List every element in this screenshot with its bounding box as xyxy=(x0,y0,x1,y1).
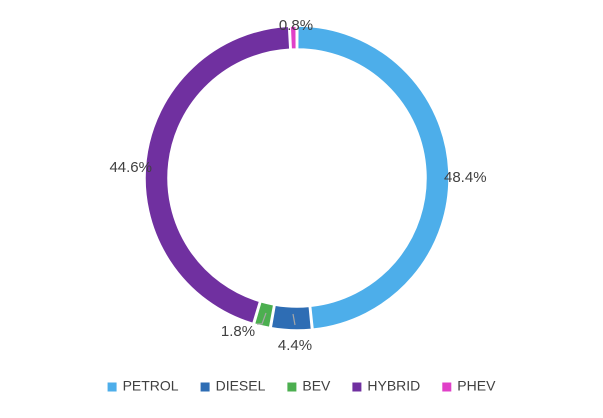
data-label-phev: 0.8% xyxy=(279,17,313,34)
legend-item-hybrid: HYBRID xyxy=(352,378,420,394)
data-label-bev: 1.8% xyxy=(221,323,255,340)
data-label-hybrid: 44.6% xyxy=(109,159,152,176)
legend-label-hybrid: HYBRID xyxy=(367,378,420,394)
legend-item-bev: BEV xyxy=(287,378,331,394)
legend-label-petrol: PETROL xyxy=(123,378,179,394)
legend-item-diesel: DIESEL xyxy=(200,378,266,394)
slice-phev xyxy=(289,25,298,50)
legend-swatch-petrol xyxy=(107,382,117,392)
data-label-diesel: 4.4% xyxy=(278,337,312,354)
legend-label-diesel: DIESEL xyxy=(216,378,266,394)
slice-petrol xyxy=(296,25,450,330)
legend-label-bev: BEV xyxy=(302,378,331,394)
legend-swatch-diesel xyxy=(200,382,210,392)
legend-item-phev: PHEV xyxy=(442,378,496,394)
slices-layer xyxy=(144,25,450,331)
legend-item-petrol: PETROL xyxy=(107,378,179,394)
slice-bev xyxy=(253,300,275,329)
slice-hybrid xyxy=(144,25,291,325)
leader-line-diesel xyxy=(292,313,296,326)
leader-lines-layer xyxy=(257,312,296,326)
legend-swatch-bev xyxy=(287,382,297,392)
data-label-petrol: 48.4% xyxy=(444,169,487,186)
legend-swatch-hybrid xyxy=(352,382,362,392)
legend-label-phev: PHEV xyxy=(457,378,496,394)
legend-swatch-phev xyxy=(442,382,452,392)
leader-line-bev xyxy=(257,312,267,325)
legend: PETROL DIESEL BEV HYBRID PHEV xyxy=(107,378,496,394)
slice-diesel xyxy=(270,304,313,331)
data-labels-layer: 48.4% 4.4% 1.8% 44.6% 0.8% xyxy=(109,17,486,354)
